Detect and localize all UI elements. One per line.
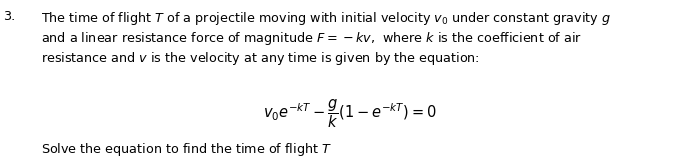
- Text: Solve the equation to find the time of flight $T$: Solve the equation to find the time of f…: [41, 140, 332, 157]
- Text: resistance and $v$ is the velocity at any time is given by the equation:: resistance and $v$ is the velocity at an…: [41, 50, 480, 67]
- Text: 3.: 3.: [3, 10, 15, 23]
- Text: and a linear resistance force of magnitude $F = -kv$,  where $k$ is the coeffici: and a linear resistance force of magnitu…: [41, 30, 582, 47]
- Text: $v_0e^{-kT} - \dfrac{g}{k}\left(1 - e^{-kT}\right) = 0$: $v_0e^{-kT} - \dfrac{g}{k}\left(1 - e^{-…: [263, 98, 437, 130]
- Text: The time of flight $T$ of a projectile moving with initial velocity $v_0$ under : The time of flight $T$ of a projectile m…: [41, 10, 611, 27]
